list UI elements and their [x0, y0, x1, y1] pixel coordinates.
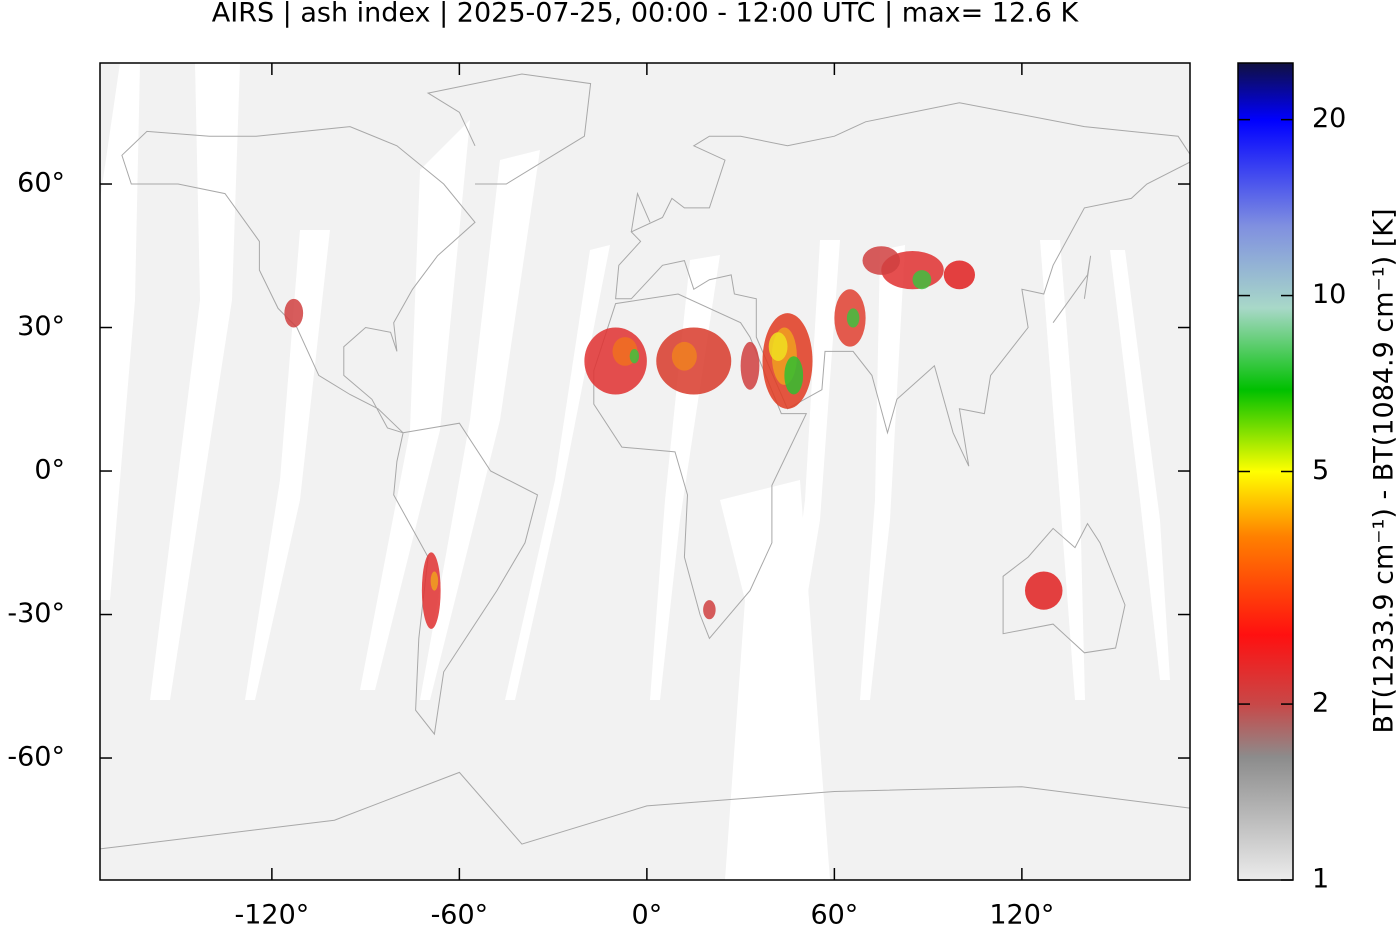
x-tick-label: -60°: [431, 900, 489, 930]
map-background: [100, 63, 1190, 880]
ash-patch: [862, 246, 900, 275]
ash-patch: [421, 552, 441, 629]
colorbar-tick-label: 5: [1312, 455, 1329, 486]
ash-patch: [430, 571, 439, 591]
map-area: [100, 63, 1190, 880]
ash-patch: [671, 341, 697, 371]
x-tick-label: -120°: [234, 900, 309, 930]
coastline: [593, 293, 808, 640]
x-tick-label: 60°: [810, 900, 858, 930]
ash-patch: [943, 260, 975, 290]
coastline: [121, 126, 476, 434]
coastline: [630, 191, 651, 232]
y-tick-label: 0°: [34, 455, 65, 486]
coastline: [1052, 255, 1092, 323]
coastlines: [100, 73, 1190, 850]
coastline: [100, 771, 1190, 850]
coastline: [393, 422, 539, 736]
ash-patch: [284, 298, 304, 328]
ash-patch: [784, 356, 804, 395]
swath-gaps: [100, 63, 1170, 880]
ash-patch: [629, 349, 640, 364]
colorbar-tick-label: 20: [1312, 103, 1346, 134]
ash-patch: [846, 308, 860, 328]
colorbar-label: BT(1233.9 cm⁻¹) - BT(1084.9 cm⁻¹) [K]: [1369, 209, 1400, 734]
x-tick-label: 0°: [632, 900, 663, 930]
coastline: [426, 73, 592, 185]
y-tick-label: 60°: [17, 168, 65, 199]
colorbar-tick-label: 2: [1312, 688, 1329, 719]
ash-field: [284, 246, 1063, 629]
x-tick-label: 120°: [989, 900, 1054, 930]
y-tick-label: 30°: [17, 311, 65, 342]
coastline: [615, 102, 1190, 467]
y-tick-label: -60°: [7, 742, 65, 773]
ash-patch: [912, 270, 932, 290]
ash-patch: [740, 341, 760, 390]
coastline: [1002, 522, 1126, 654]
ash-patch: [768, 332, 788, 362]
colorbar-tick-label: 1: [1312, 864, 1329, 895]
ash-patch: [703, 600, 716, 620]
chart-title: AIRS | ash index | 2025-07-25, 00:00 - 1…: [212, 0, 1080, 29]
y-tick-label: -30°: [7, 598, 65, 629]
ash-patch: [1025, 571, 1063, 610]
colorbar-tick-label: 10: [1312, 279, 1346, 310]
